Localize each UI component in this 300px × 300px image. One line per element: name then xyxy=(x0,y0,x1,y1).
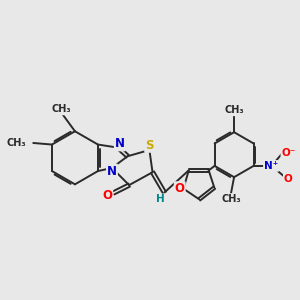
Text: N: N xyxy=(115,137,125,150)
Text: O: O xyxy=(284,174,292,184)
Text: CH₃: CH₃ xyxy=(221,194,241,204)
Text: N: N xyxy=(107,165,117,178)
Text: CH₃: CH₃ xyxy=(7,138,26,148)
Text: O⁻: O⁻ xyxy=(281,148,296,158)
Text: O: O xyxy=(102,189,112,202)
Text: CH₃: CH₃ xyxy=(224,105,244,116)
Text: CH₃: CH₃ xyxy=(52,104,71,114)
Text: O: O xyxy=(175,182,185,195)
Text: N⁺: N⁺ xyxy=(264,161,278,171)
Text: H: H xyxy=(156,194,165,204)
Text: S: S xyxy=(145,139,154,152)
